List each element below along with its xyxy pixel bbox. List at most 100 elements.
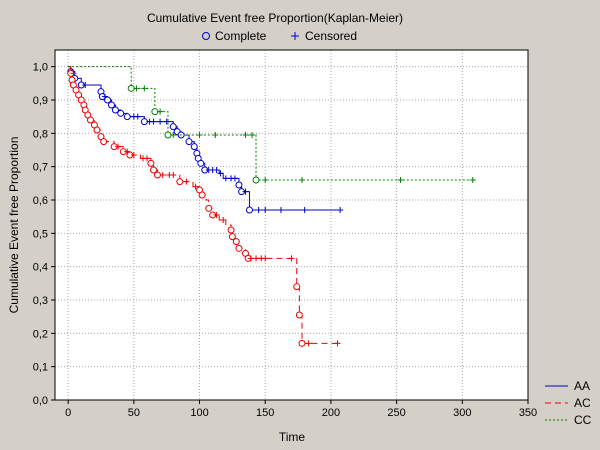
complete-marker (232, 238, 240, 246)
censored-legend-icon (291, 32, 299, 40)
x-tick-label: 250 (387, 407, 405, 419)
censored-marker (247, 255, 254, 262)
plot-frame (54, 49, 529, 401)
complete-marker (235, 244, 243, 252)
y-tick-label: 0,1 (33, 362, 48, 374)
censored-marker (143, 155, 150, 162)
complete-marker (227, 226, 235, 234)
complete-marker (228, 233, 236, 241)
censored-marker (305, 340, 312, 347)
censored-marker (115, 143, 122, 150)
censored-marker (232, 175, 239, 182)
series-ac (67, 66, 341, 347)
y-tick-label: 0,4 (33, 262, 48, 274)
censored-marker (196, 132, 203, 138)
series-layer (67, 66, 476, 347)
censored-marker (150, 118, 157, 125)
complete-marker (252, 176, 260, 184)
y-tick-label: 1,0 (33, 62, 48, 74)
x-tick-label: 350 (519, 407, 537, 419)
y-tick-label: 0,8 (33, 128, 48, 140)
complete-marker (150, 166, 158, 174)
complete-marker (293, 283, 301, 291)
censored-marker (213, 212, 220, 218)
censored-marker (220, 217, 227, 223)
censored-marker (213, 167, 220, 173)
y-tick-label: 0,0 (33, 395, 48, 407)
censored-marker (141, 85, 148, 92)
chart-title: Cumulative Event free Proportion(Kaplan-… (147, 11, 403, 25)
censored-marker (337, 207, 344, 213)
legend-label-cc: CC (574, 413, 592, 427)
censored-marker (397, 177, 404, 183)
censored-marker (262, 207, 269, 213)
complete-marker (100, 138, 108, 146)
censored-marker (301, 207, 308, 213)
complete-legend-icon (202, 32, 210, 40)
censored-marker (469, 177, 476, 183)
censored-marker (299, 177, 306, 183)
censored-marker (170, 172, 177, 178)
y-axis-label: Cumulative Event free Proportion (7, 137, 21, 314)
x-tick-label: 100 (190, 407, 208, 419)
censored-marker (163, 118, 170, 125)
y-tick-label: 0,5 (33, 228, 48, 240)
complete-marker (86, 116, 94, 124)
censored-marker (288, 255, 295, 262)
censored-marker (170, 132, 177, 138)
complete-marker (111, 106, 119, 114)
censored-marker (133, 85, 140, 92)
censored-marker (242, 188, 249, 195)
x-tick-label: 0 (65, 407, 71, 419)
y-tick-label: 0,7 (33, 162, 48, 174)
series-cc (68, 66, 476, 184)
x-tick-label: 150 (256, 407, 274, 419)
complete-marker (197, 159, 205, 167)
censored-marker (134, 113, 141, 120)
axis-layer: 0 50 100 150 200 250 300 350 0,0 0,1 0,2 0,3 0,4 0,5 0… (33, 62, 537, 419)
complete-marker (127, 84, 135, 92)
complete-legend-label: Complete (215, 29, 267, 43)
complete-marker (295, 311, 303, 319)
legend-label-ac: AC (574, 396, 591, 410)
complete-marker (117, 109, 125, 117)
complete-marker (169, 123, 177, 131)
censored-marker (157, 118, 164, 125)
x-tick-label: 50 (128, 407, 140, 419)
x-axis-label: Time (279, 430, 306, 444)
complete-marker (205, 204, 213, 212)
censored-marker (255, 207, 262, 213)
censored-marker (130, 152, 137, 158)
censored-marker (192, 183, 199, 190)
censored-marker (253, 255, 260, 262)
complete-marker (176, 178, 184, 186)
complete-marker (245, 206, 253, 214)
complete-marker (140, 118, 148, 126)
censored-marker (212, 132, 219, 138)
censored-legend-label: Censored (305, 29, 357, 43)
censored-marker (277, 207, 284, 213)
complete-marker (151, 108, 159, 116)
complete-marker (93, 126, 101, 134)
censored-marker (262, 177, 269, 183)
y-tick-label: 0,2 (33, 328, 48, 340)
series-legend: AA AC CC (545, 379, 592, 427)
censored-marker (217, 170, 224, 177)
complete-marker (153, 171, 161, 179)
y-tick-label: 0,6 (33, 195, 48, 207)
complete-marker (190, 143, 198, 151)
censored-marker (249, 132, 256, 138)
y-tick-label: 0,3 (33, 295, 48, 307)
censored-marker (242, 132, 249, 138)
plot-area (55, 50, 528, 400)
y-tick-label: 0,9 (33, 95, 48, 107)
censored-marker (183, 178, 190, 185)
censored-marker (82, 82, 89, 88)
legend-label-aa: AA (574, 379, 590, 393)
censored-marker (124, 148, 131, 155)
series-line-cc (68, 66, 473, 181)
complete-marker (164, 131, 172, 139)
censored-marker (222, 175, 229, 182)
censored-marker (101, 93, 108, 100)
